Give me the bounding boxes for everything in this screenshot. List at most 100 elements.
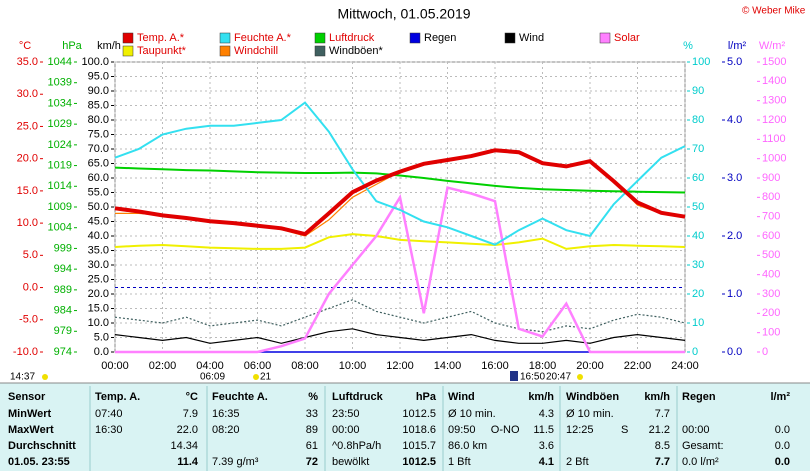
table-cell: 0.0: [775, 440, 790, 452]
table-cell: bewölkt: [332, 456, 369, 468]
table-cell: Sensor: [8, 391, 46, 403]
series-line: [114, 299, 686, 333]
table-cell: 7.7: [655, 456, 670, 468]
table-cell: 14.34: [170, 440, 198, 452]
y-tick-label: 20.0: [88, 288, 109, 300]
y-tick-label: 1300: [762, 95, 786, 107]
table-cell: Regen: [682, 391, 716, 403]
y-tick-label: 1.0: [727, 288, 742, 300]
sun-icon: [577, 374, 583, 380]
table-cell: 1012.5: [402, 408, 436, 420]
y-tick-label: 1034: [48, 97, 72, 109]
y-tick-label: 10.0: [17, 217, 38, 229]
y-tick-label: 95.0: [88, 70, 109, 82]
table-cell: 33: [306, 408, 318, 420]
table-cell: 23:50: [332, 408, 360, 420]
y-tick-label: 600: [762, 230, 780, 242]
axis-unit: l/m²: [728, 40, 747, 52]
legend-label: Windchill: [234, 45, 278, 57]
y-tick-label: 40: [692, 230, 704, 242]
annotation: 21: [260, 372, 272, 383]
y-tick-label: -5.0: [19, 314, 38, 326]
series-line: [115, 186, 685, 354]
table-cell: 00:00: [682, 424, 710, 436]
y-tick-label: 5.0: [94, 331, 109, 343]
y-tick-label: 75.0: [88, 128, 109, 140]
y-tick-label: 974: [54, 346, 72, 358]
axis-unit: °C: [19, 40, 31, 52]
y-tick-label: 90.0: [88, 85, 109, 97]
y-tick-label: 1004: [48, 222, 72, 234]
y-tick-label: 15.0: [88, 302, 109, 314]
y-tick-label: 2.0: [727, 230, 742, 242]
x-tick-label: 16:00: [481, 360, 509, 372]
y-tick-label: 1500: [762, 56, 786, 68]
axis-unit: hPa: [62, 40, 82, 52]
table-cell: MinWert: [8, 408, 52, 420]
table-cell: 12:25 S: [566, 424, 628, 436]
y-tick-label: 70: [692, 143, 704, 155]
axis-unit: W/m²: [759, 40, 786, 52]
y-tick-label: 984: [54, 304, 72, 316]
y-tick-label: 1400: [762, 75, 786, 87]
table-cell: 1012.5: [402, 456, 436, 468]
table-cell: 61: [306, 440, 318, 452]
table-cell: km/h: [644, 391, 670, 403]
y-tick-label: 30: [692, 259, 704, 271]
y-tick-label: 1200: [762, 114, 786, 126]
y-tick-label: 25.0: [17, 120, 38, 132]
y-tick-label: 1044: [48, 56, 72, 68]
table-cell: 1 Bft: [448, 456, 471, 468]
table-cell: 3.6: [539, 440, 554, 452]
legend-swatch: [219, 32, 231, 44]
y-tick-label: 5.0: [23, 249, 38, 261]
x-tick-label: 18:00: [529, 360, 557, 372]
table-cell: 7.39 g/m³: [212, 456, 259, 468]
y-tick-label: 1100: [762, 133, 786, 145]
y-tick-label: 50: [692, 201, 704, 213]
series-line: [114, 101, 686, 246]
table-cell: Temp. A.: [95, 391, 140, 403]
y-tick-label: 1014: [48, 180, 72, 192]
table-cell: 0.0 l/m²: [682, 456, 719, 468]
y-tick-label: 50.0: [88, 201, 109, 213]
y-tick-label: 85.0: [88, 99, 109, 111]
y-tick-label: 60: [692, 172, 704, 184]
series-line: [114, 148, 686, 237]
table-cell: 1015.7: [402, 440, 436, 452]
table-cell: 07:40: [95, 408, 123, 420]
x-tick-label: 02:00: [149, 360, 177, 372]
table-cell: 0.0: [775, 456, 790, 468]
legend-label: Luftdruck: [329, 32, 375, 44]
legend-label: Regen: [424, 32, 456, 44]
y-tick-label: 60.0: [88, 172, 109, 184]
y-tick-label: 20: [692, 288, 704, 300]
x-tick-label: 04:00: [196, 360, 224, 372]
legend-swatch: [504, 32, 516, 44]
table-bg: [0, 383, 810, 471]
y-tick-label: 55.0: [88, 186, 109, 198]
table-cell: °C: [186, 391, 198, 403]
y-tick-label: 80: [692, 114, 704, 126]
y-tick-label: 30.0: [17, 88, 38, 100]
table-cell: 89: [306, 424, 318, 436]
y-tick-label: 400: [762, 269, 780, 281]
y-tick-label: 25.0: [88, 273, 109, 285]
table-cell: 72: [306, 456, 318, 468]
y-tick-label: 20.0: [17, 153, 38, 165]
y-tick-label: 90: [692, 85, 704, 97]
table-cell: 7.9: [183, 408, 198, 420]
table-cell: 16:30: [95, 424, 123, 436]
y-tick-label: 80.0: [88, 114, 109, 126]
y-tick-label: 1000: [762, 153, 786, 165]
y-tick-label: 800: [762, 191, 780, 203]
y-tick-label: 35.0: [88, 244, 109, 256]
table-cell: 08:20: [212, 424, 240, 436]
legend-swatch: [314, 45, 326, 57]
legend-swatch: [122, 45, 134, 57]
annotation: 16:50: [520, 372, 545, 383]
legend-swatch: [599, 32, 611, 44]
series-line: [114, 233, 686, 250]
table-cell: Windböen: [566, 391, 619, 403]
axis-unit: %: [683, 40, 693, 52]
